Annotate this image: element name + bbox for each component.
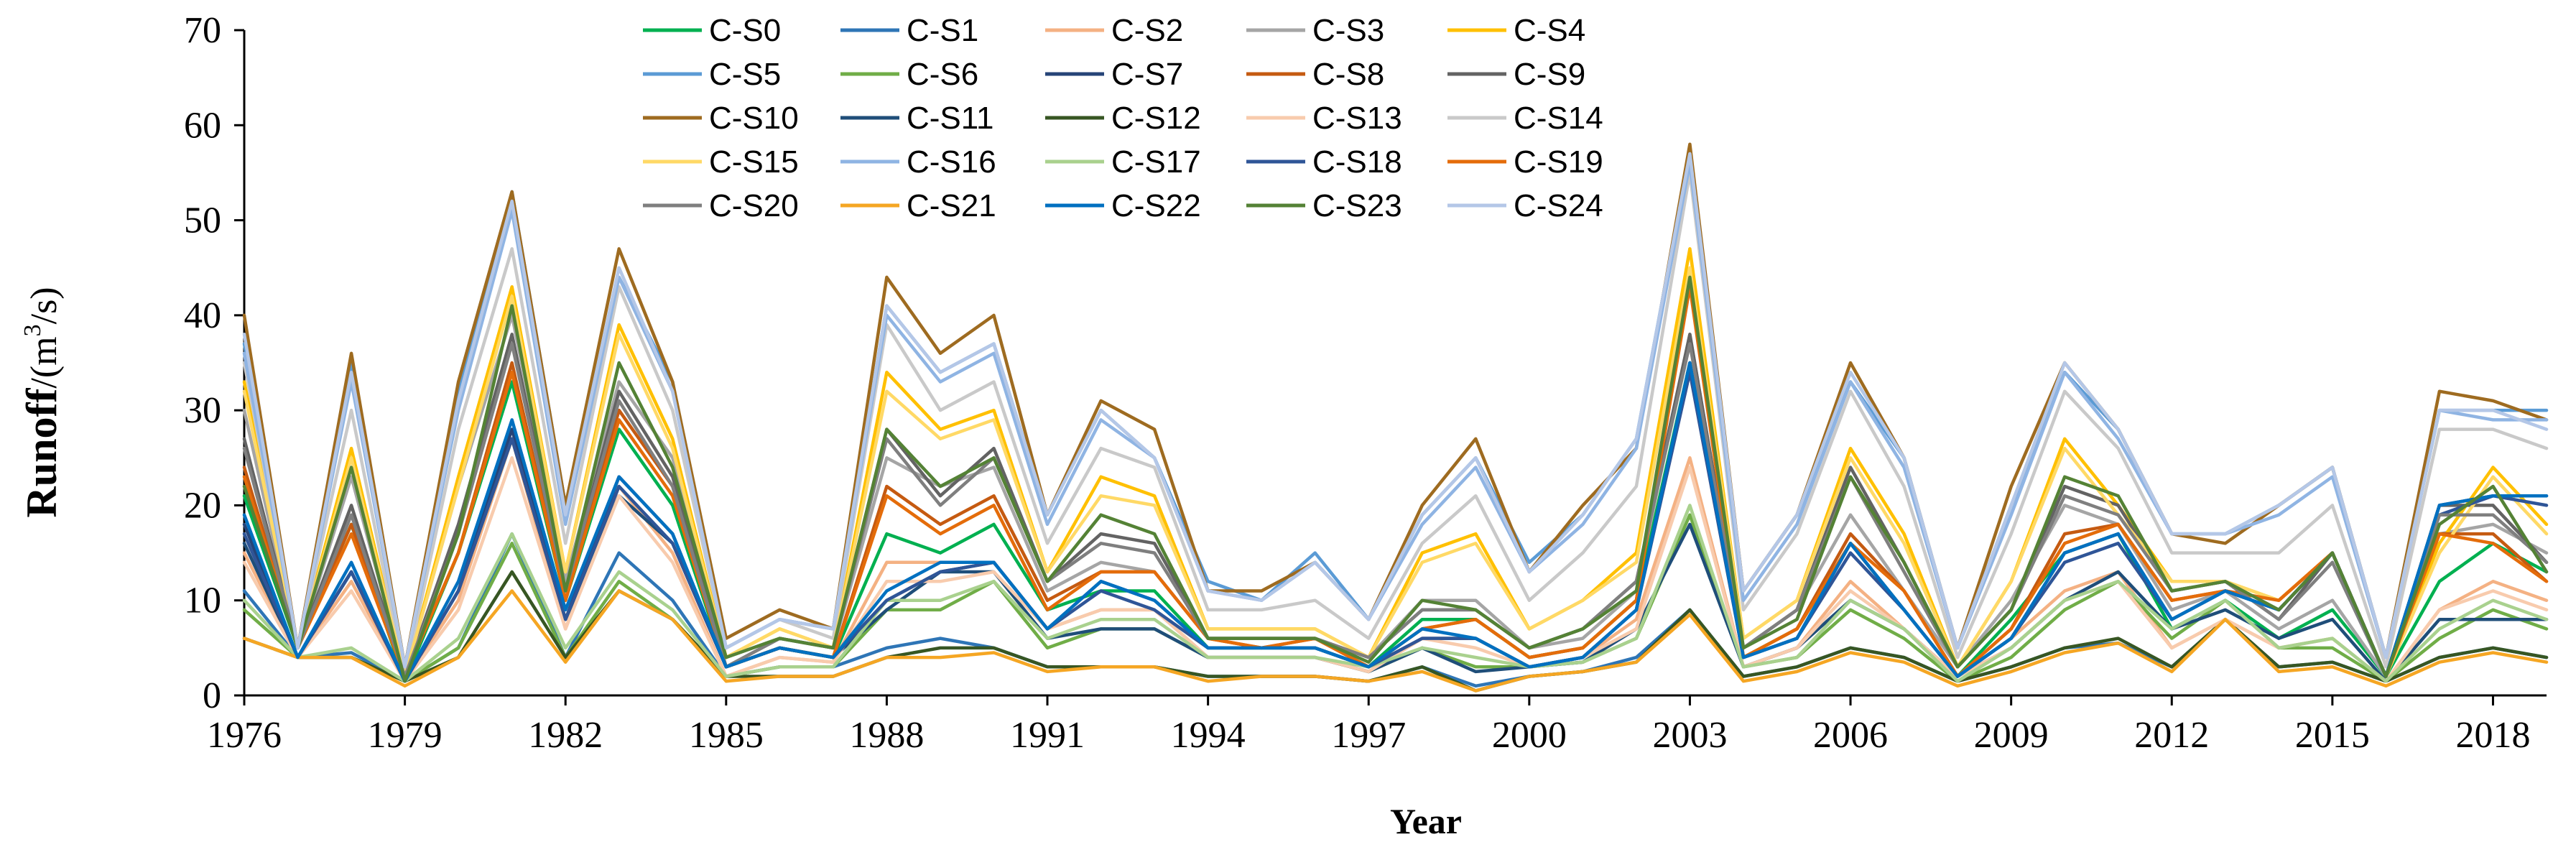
legend-item-c-s23: C-S23 [1246, 188, 1402, 223]
series-line-c-s13 [242, 456, 2549, 683]
x-tick-label: 1982 [528, 715, 603, 756]
legend-label: C-S19 [1514, 144, 1603, 180]
legend-item-c-s16: C-S16 [840, 144, 996, 180]
legend-label: C-S7 [1111, 57, 1183, 92]
y-axis-title: Runoff/(m3/s) [18, 287, 65, 517]
legend-label: C-S5 [709, 57, 781, 92]
legend-item-c-s3: C-S3 [1246, 13, 1384, 48]
y-tick-label: 30 [184, 390, 221, 431]
x-tick-label: 2003 [1652, 715, 1727, 756]
y-tick-label: 0 [203, 675, 221, 716]
legend-item-c-s17: C-S17 [1045, 144, 1201, 180]
legend-label: C-S3 [1312, 13, 1384, 48]
series-line-c-s17 [242, 504, 2549, 683]
legend-item-c-s15: C-S15 [643, 144, 799, 180]
legend-label: C-S23 [1312, 188, 1402, 223]
y-tick-label: 10 [184, 580, 221, 621]
legend-item-c-s0: C-S0 [643, 13, 781, 48]
x-tick-label: 1991 [1010, 715, 1085, 756]
series-line-c-s14 [242, 171, 2549, 678]
legend-label: C-S21 [907, 188, 996, 223]
x-tick-label: 1994 [1171, 715, 1246, 756]
x-tick-label: 2009 [1974, 715, 2049, 756]
legend-item-c-s2: C-S2 [1045, 13, 1183, 48]
x-tick-label: 1988 [849, 715, 924, 756]
legend-label: C-S0 [709, 13, 781, 48]
legend-item-c-s9: C-S9 [1447, 57, 1585, 92]
legend-label: C-S16 [907, 144, 996, 180]
axes: 0 10 20 30 40 50 60 70 1976 1979 1982 1985 1988 1991 1… [184, 10, 2547, 756]
legend-item-c-s11: C-S11 [840, 101, 993, 136]
legend-item-c-s21: C-S21 [840, 188, 996, 223]
x-axis-title: Year [1390, 801, 1462, 841]
legend-label: C-S18 [1312, 144, 1402, 180]
legend-label: C-S20 [709, 188, 799, 223]
y-tick-label: 50 [184, 200, 221, 241]
series-line-c-s15 [242, 266, 2549, 678]
legend-label: C-S8 [1312, 57, 1384, 92]
y-tick-label: 70 [184, 10, 221, 51]
legend-item-c-s4: C-S4 [1447, 13, 1585, 48]
x-tick-label: 1976 [207, 715, 282, 756]
legend-item-c-s8: C-S8 [1246, 57, 1384, 92]
legend-item-c-s20: C-S20 [643, 188, 799, 223]
legend-item-c-s19: C-S19 [1447, 144, 1603, 180]
legend-label: C-S17 [1111, 144, 1201, 180]
legend-item-c-s22: C-S22 [1045, 188, 1201, 223]
legend-label: C-S15 [709, 144, 799, 180]
x-tick-label: 1985 [689, 715, 764, 756]
legend-label: C-S13 [1312, 101, 1402, 136]
legend-label: C-S2 [1111, 13, 1183, 48]
legend-item-c-s6: C-S6 [840, 57, 978, 92]
legend-item-c-s10: C-S10 [643, 101, 799, 136]
x-tick-label: 2015 [2295, 715, 2370, 756]
x-tick-label: 2012 [2134, 715, 2209, 756]
legend-item-c-s18: C-S18 [1246, 144, 1402, 180]
legend-item-c-s24: C-S24 [1447, 188, 1603, 223]
x-tick-label: 1997 [1331, 715, 1406, 756]
legend-label: C-S10 [709, 101, 799, 136]
series-line-c-s21 [242, 589, 2549, 693]
legend-item-c-s12: C-S12 [1045, 101, 1201, 136]
series-line-c-s22 [242, 361, 2549, 683]
series-line-c-s24 [242, 152, 2549, 669]
y-tick-label: 40 [184, 295, 221, 336]
series-line-c-s23 [242, 275, 2549, 683]
legend-label: C-S24 [1514, 188, 1603, 223]
y-axis-title-unit-prefix: /(m [24, 336, 65, 388]
legend-label: C-S6 [907, 57, 978, 92]
y-axis-title-unit-sup: 3 [19, 324, 46, 336]
y-tick-label: 60 [184, 105, 221, 146]
legend-label: C-S14 [1514, 101, 1603, 136]
legend-label: C-S9 [1514, 57, 1585, 92]
legend-item-c-s7: C-S7 [1045, 57, 1183, 92]
y-tick-label: 20 [184, 485, 221, 526]
legend-label: C-S1 [907, 13, 978, 48]
legend-label: C-S12 [1111, 101, 1201, 136]
legend-label: C-S4 [1514, 13, 1585, 48]
legend-item-c-s14: C-S14 [1447, 101, 1603, 136]
legend-label: C-S11 [907, 101, 993, 136]
x-tick-label: 2006 [1813, 715, 1888, 756]
legend-item-c-s13: C-S13 [1246, 101, 1402, 136]
legend: C-S0 C-S1 C-S2 C-S3 C-S4 C-S5 C-S6 C-S7 C-S8 C-S9… [643, 13, 1603, 223]
x-tick-label: 1979 [368, 715, 443, 756]
legend-item-c-s1: C-S1 [840, 13, 978, 48]
series-layer [242, 142, 2549, 693]
x-tick-label: 2000 [1492, 715, 1567, 756]
series-line-c-s0 [242, 361, 2549, 683]
y-axis-title-unit-suffix: /s) [24, 287, 65, 324]
y-axis-title-main: Runoff [18, 388, 65, 518]
legend-item-c-s5: C-S5 [643, 57, 781, 92]
x-tick-label: 2018 [2455, 715, 2530, 756]
legend-label: C-S22 [1111, 188, 1201, 223]
